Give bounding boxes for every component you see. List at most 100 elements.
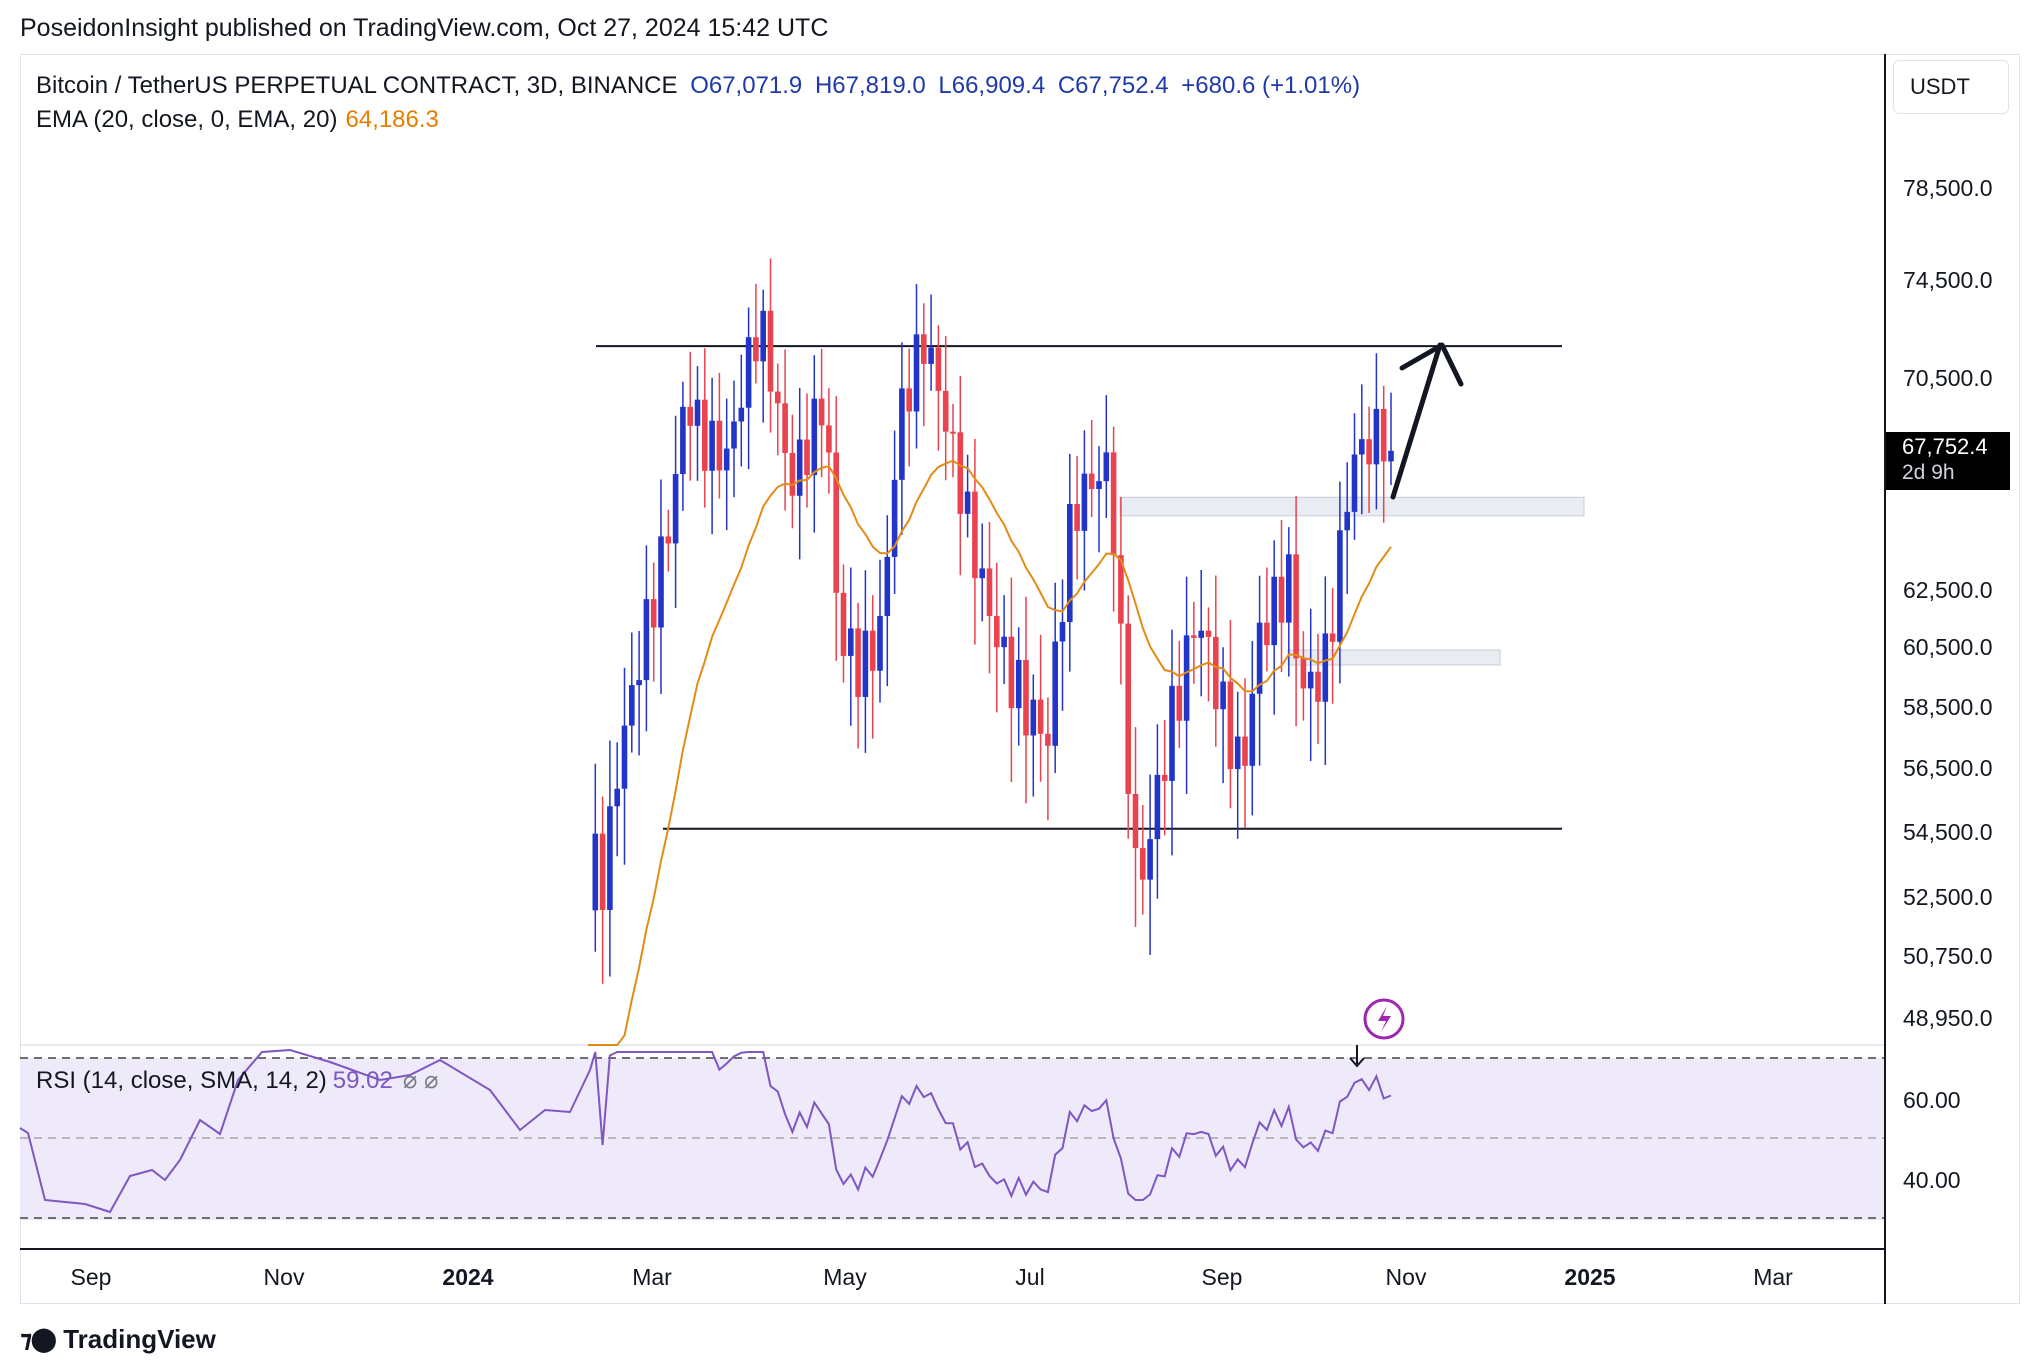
- candle: [1388, 392, 1394, 486]
- candle: [1110, 426, 1117, 612]
- candle: [928, 294, 934, 391]
- candle: [1278, 520, 1285, 673]
- up-arrow-annotation: [1390, 342, 1464, 500]
- price-tick-label: 50,750.0: [1903, 943, 1993, 969]
- candle: [716, 372, 723, 499]
- candle: [869, 595, 876, 739]
- candle: [950, 403, 956, 478]
- price-tick-label: 54,500.0: [1903, 819, 1993, 845]
- candle: [935, 325, 942, 451]
- candle: [848, 567, 854, 726]
- candle: [833, 396, 839, 661]
- candle: [862, 570, 869, 753]
- candle: [1198, 569, 1204, 697]
- candle: [804, 393, 810, 508]
- candle: [1286, 527, 1292, 677]
- candle: [1161, 719, 1168, 836]
- candle: [782, 349, 788, 511]
- month-label: 2025: [1564, 1264, 1616, 1290]
- candle: [1074, 456, 1080, 580]
- rsi-line: [19, 1048, 1392, 1214]
- candle: [643, 545, 650, 732]
- last-price-tag: 67,752.4 2d 9h: [1886, 432, 2010, 490]
- month-label: Mar: [1753, 1264, 1793, 1290]
- rsi-visibility-icons[interactable]: ⌀ ⌀: [402, 1067, 439, 1094]
- price-tick-label: 48,950.0: [1903, 1005, 1993, 1031]
- candle: [1169, 629, 1175, 856]
- symbol-legend[interactable]: Bitcoin / TetherUS PERPETUAL CONTRACT, 3…: [36, 72, 1366, 100]
- candle: [621, 667, 628, 865]
- rsi-legend[interactable]: RSI (14, close, SMA, 14, 2) 59.02 ⌀ ⌀: [36, 1066, 438, 1095]
- ema-label: EMA (20, close, 0, EMA, 20): [36, 106, 338, 133]
- candle: [1103, 395, 1110, 518]
- candle: [709, 377, 715, 535]
- candle: [1176, 640, 1183, 748]
- candle: [986, 521, 993, 674]
- candle: [1213, 575, 1219, 747]
- candle: [636, 630, 642, 756]
- candle: [994, 562, 1000, 713]
- candle: [607, 740, 613, 977]
- candle: [1234, 691, 1241, 839]
- candle: [1322, 576, 1329, 766]
- candle: [1132, 727, 1139, 927]
- flash-icon: [1363, 998, 1405, 1040]
- candle: [1154, 724, 1161, 899]
- candle: [1351, 413, 1358, 540]
- candle: [942, 336, 949, 481]
- candle: [1293, 496, 1299, 727]
- month-label: Mar: [632, 1264, 672, 1290]
- candle: [702, 348, 708, 508]
- low-value: L66,909.4: [938, 72, 1046, 99]
- candle: [1008, 577, 1015, 783]
- candle: [775, 363, 781, 456]
- currency-selector[interactable]: USDT: [1893, 60, 2009, 114]
- ema-legend[interactable]: EMA (20, close, 0, EMA, 20) 64,186.3: [36, 106, 439, 134]
- price-tick-label: 60,500.0: [1903, 634, 1993, 660]
- price-tick-label: 70,500.0: [1903, 365, 1993, 391]
- price-tick-label: 52,500.0: [1903, 884, 1993, 910]
- candle: [723, 398, 730, 531]
- candle: [731, 380, 737, 498]
- candle: [899, 342, 905, 535]
- candle: [760, 289, 766, 423]
- month-label: Nov: [263, 1264, 305, 1290]
- month-label: Nov: [1385, 1264, 1427, 1290]
- candle: [672, 415, 679, 609]
- open-value: O67,071.9: [690, 72, 803, 99]
- footer-brand: TradingView: [63, 1324, 216, 1354]
- candle: [1081, 430, 1088, 591]
- candle: [592, 763, 599, 952]
- ema-value: 64,186.3: [345, 106, 439, 133]
- candle: [1337, 481, 1343, 684]
- candle: [1088, 420, 1095, 518]
- rsi-tick-label: 60.00: [1903, 1087, 1961, 1113]
- candle: [1366, 406, 1372, 513]
- candle: [913, 284, 920, 449]
- candle: [1373, 353, 1380, 510]
- candle: [745, 307, 752, 470]
- candle: [1264, 567, 1270, 672]
- candle: [1227, 619, 1234, 809]
- candle: [1059, 579, 1066, 711]
- candle: [1037, 634, 1044, 782]
- candle: [1183, 576, 1190, 795]
- down-arrow-icon: [1349, 1045, 1365, 1068]
- candle: [694, 366, 701, 481]
- candle: [789, 414, 796, 529]
- candle: [753, 283, 759, 384]
- candle: [1329, 587, 1336, 704]
- candle: [1052, 582, 1058, 773]
- month-label: May: [823, 1264, 867, 1290]
- candle: [906, 348, 912, 467]
- candle: [1191, 601, 1197, 684]
- tradingview-logo: ⁊⬤ TradingView: [20, 1324, 216, 1355]
- candle: [1315, 633, 1321, 745]
- candle: [1271, 540, 1277, 715]
- price-tick-label: 78,500.0: [1903, 175, 1993, 201]
- close-value: C67,752.4: [1057, 72, 1169, 99]
- candle: [979, 523, 985, 622]
- candle: [599, 796, 606, 984]
- month-label: Sep: [70, 1264, 112, 1290]
